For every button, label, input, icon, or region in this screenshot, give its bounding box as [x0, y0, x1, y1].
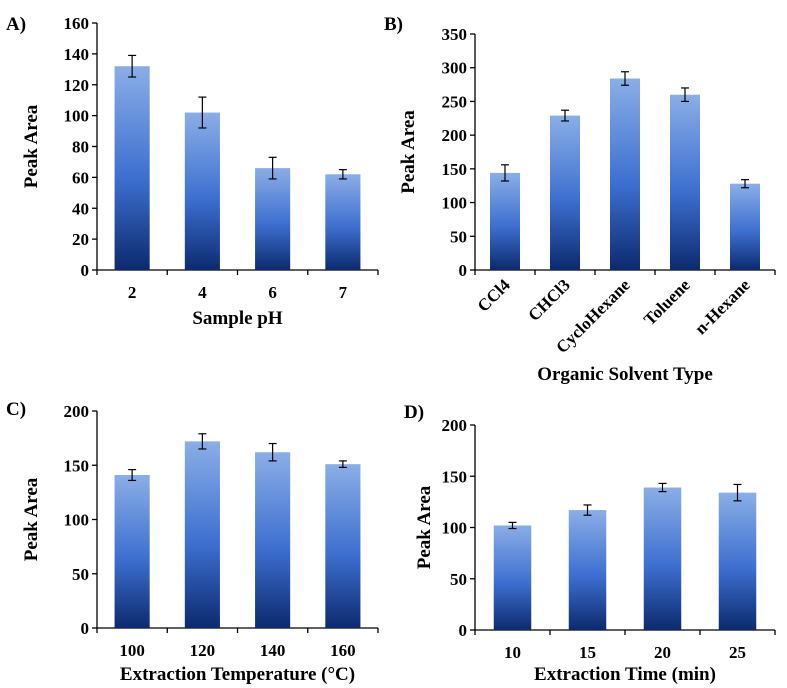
chart-a-bar: [325, 174, 361, 270]
chart-d-y-tick-label: 100: [442, 519, 468, 538]
chart-b-x-tick-label: n-Hexane: [691, 275, 754, 338]
chart-b-error-bar: [681, 87, 689, 103]
chart-a-bar: [184, 112, 220, 270]
chart-c-bar: [114, 475, 150, 628]
chart-b-bar: [730, 183, 760, 270]
chart-b-bar: [670, 94, 700, 270]
chart-b-y-tick-label: 100: [442, 194, 468, 213]
chart-d-bar: [568, 510, 607, 630]
chart-a-bar: [255, 168, 291, 270]
chart-b-y-tick-label: 200: [442, 126, 468, 145]
chart-d-bar: [718, 492, 757, 630]
chart-a-x-tick-label: 4: [198, 283, 207, 302]
chart-b-x-tick-label: Toluene: [640, 275, 694, 329]
chart-d: D) 0 50 100 150 200 10 15 20 25 Peak Area Extractio…: [404, 402, 776, 685]
chart-c-bar: [325, 464, 361, 628]
chart-c-y-tick-label: 150: [64, 456, 90, 475]
chart-d-bar: [493, 525, 532, 630]
chart-b-y-tick-label: 300: [442, 59, 468, 78]
chart-b-bar: [610, 78, 640, 270]
chart-a-x-tick-label: 7: [339, 283, 348, 302]
chart-b-error-bar: [561, 109, 569, 122]
chart-c-x-tick-label: 140: [260, 641, 286, 660]
chart-b-y-tick-label: 350: [442, 25, 468, 44]
chart-b-y-tick-label: 0: [459, 261, 468, 280]
chart-b-x-tick-label: CCl4: [474, 275, 515, 316]
chart-a-y-tick-label: 40: [72, 199, 89, 218]
chart-c-x-tick-label: 160: [330, 641, 356, 660]
chart-a-error-bar: [128, 54, 137, 78]
chart-a-y-tick-label: 100: [64, 107, 90, 126]
chart-c-y-tick-label: 100: [64, 511, 90, 530]
chart-d-x-axis-title: Extraction Time (min): [534, 664, 716, 685]
chart-d-x-tick-label: 25: [729, 643, 746, 662]
chart-c-bar: [184, 441, 220, 628]
chart-a-y-tick-label: 80: [72, 138, 89, 157]
chart-b-y-tick-label: 150: [442, 160, 468, 179]
chart-d-y-tick-label: 0: [459, 621, 468, 640]
chart-c-x-tick-label: 120: [190, 641, 216, 660]
chart-b-error-bar: [621, 71, 629, 86]
chart-b-bar: [490, 172, 520, 270]
chart-a-panel-label: A): [6, 14, 26, 35]
chart-d-panel-label: D): [404, 402, 424, 423]
chart-d-error-bar: [583, 504, 592, 516]
chart-d-error-bar: [508, 521, 517, 530]
chart-c-x-axis-title: Extraction Temperature (°C): [120, 664, 355, 685]
chart-d-y-tick-label: 150: [442, 467, 468, 486]
chart-a-y-tick-label: 120: [64, 76, 90, 95]
chart-d-y-tick-label: 50: [450, 570, 467, 589]
chart-c-error-bar: [198, 433, 207, 450]
chart-b-y-tick-label: 250: [442, 92, 468, 111]
chart-c-y-tick-label: 0: [81, 619, 90, 638]
chart-c-error-bar: [338, 460, 347, 469]
chart-d-x-tick-label: 20: [654, 643, 671, 662]
chart-b-error-bar: [741, 179, 749, 189]
chart-d-x-tick-label: 10: [504, 643, 521, 662]
chart-d-error-bar: [733, 483, 742, 502]
chart-a-x-tick-label: 6: [268, 283, 277, 302]
chart-b-y-axis-title: Peak Area: [398, 110, 419, 194]
chart-b-panel-label: B): [384, 14, 403, 35]
chart-c-panel-label: C): [6, 399, 26, 420]
chart-b-error-bar: [501, 164, 509, 182]
chart-a-y-tick-label: 140: [64, 45, 90, 64]
chart-c-bar: [255, 452, 291, 628]
chart-a-y-tick-label: 60: [72, 168, 89, 187]
chart-a-y-tick-label: 20: [72, 230, 89, 249]
chart-c-error-bar: [128, 468, 137, 482]
chart-c-x-tick-label: 100: [119, 641, 145, 660]
chart-b-y-tick-label: 50: [450, 227, 467, 246]
chart-a-error-bar: [338, 169, 347, 180]
chart-b-x-axis-title: Organic Solvent Type: [537, 364, 713, 385]
chart-a-y-tick-label: 0: [81, 261, 90, 280]
chart-c-y-axis-title: Peak Area: [21, 477, 42, 561]
chart-d-error-bar: [658, 482, 667, 493]
chart-a-x-axis-title: Sample pH: [192, 308, 282, 329]
chart-c: C) 0 50 100 150 200 100 120 140 160 Peak Area Extra…: [6, 399, 379, 685]
chart-b-bar: [550, 115, 580, 271]
chart-d-x-tick-label: 15: [579, 643, 596, 662]
chart-d-bar: [643, 487, 682, 630]
chart-a-error-bar: [198, 96, 207, 129]
chart-a-x-tick-label: 2: [128, 283, 137, 302]
chart-d-y-axis-title: Peak Area: [414, 485, 435, 569]
chart-a-error-bar: [268, 156, 277, 180]
chart-a-y-tick-label: 160: [64, 14, 90, 33]
chart-a: A) 0 20 40 60 80 100 120 140 160 2 4 6 7 Peak Area Samp…: [6, 14, 379, 329]
chart-c-y-tick-label: 50: [72, 565, 89, 584]
chart-c-y-tick-label: 200: [64, 402, 90, 421]
chart-b-x-tick-label: CHCl3: [524, 275, 573, 324]
chart-a-y-axis-title: Peak Area: [21, 104, 42, 188]
chart-a-bar: [114, 66, 150, 270]
chart-d-y-tick-label: 200: [442, 416, 468, 435]
chart-c-error-bar: [268, 442, 277, 462]
